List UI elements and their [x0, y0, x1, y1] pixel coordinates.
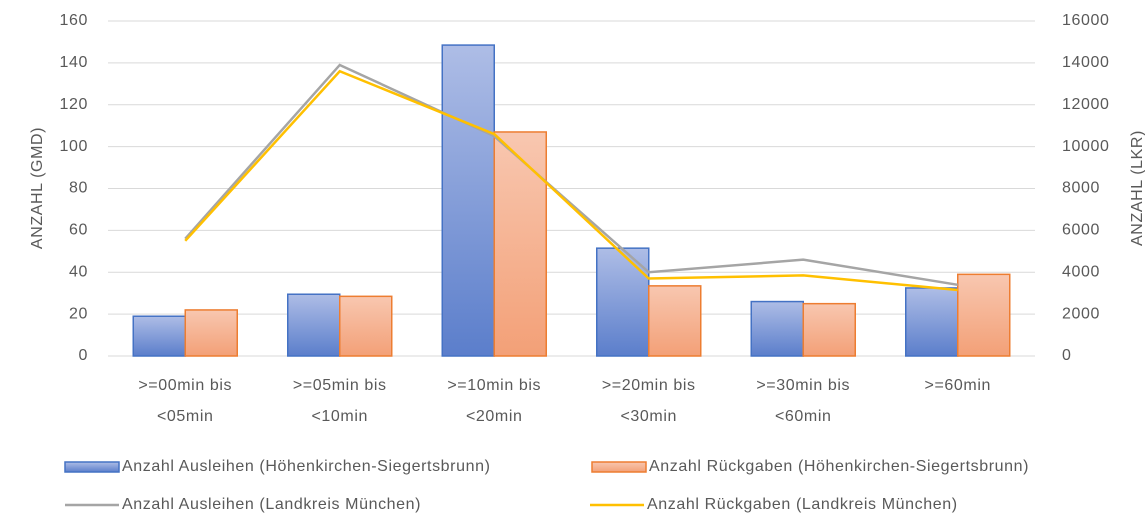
- y2-tick-label: 6000: [1062, 222, 1100, 239]
- legend-item: Anzahl Rückgaben (Landkreis München): [590, 496, 958, 513]
- y-axis-title: ANZAHL (GMD): [29, 127, 46, 249]
- x-tick-label: >=05min bis <10min: [293, 377, 387, 425]
- y-tick-label: 140: [60, 54, 89, 71]
- y-tick-label: 20: [69, 305, 88, 322]
- bar: [132, 315, 186, 357]
- y2-tick-label: 16000: [1062, 12, 1110, 29]
- bar: [287, 293, 341, 357]
- legend-swatch: [64, 461, 120, 473]
- x-tick-label: >=30min bis <60min: [756, 377, 850, 425]
- x-tick-label: >=00min bis <05min: [138, 377, 232, 425]
- line-series: [184, 69, 958, 292]
- y2-tick-label: 8000: [1062, 180, 1100, 197]
- legend-swatch: [591, 461, 647, 473]
- bar: [750, 300, 804, 357]
- y2-tick-label: 10000: [1062, 138, 1110, 155]
- y2-axis-title: ANZAHL (LKR): [1129, 130, 1145, 246]
- y-tick-label: 40: [69, 263, 88, 280]
- y-tick-label: 100: [60, 138, 89, 155]
- bar: [648, 285, 702, 357]
- y-tick-label: 120: [60, 96, 89, 113]
- y-tick-label: 0: [79, 347, 89, 364]
- bar: [905, 287, 959, 357]
- bar: [493, 131, 547, 357]
- y-tick-label: 80: [69, 180, 88, 197]
- legend-label: Anzahl Rückgaben (Höhenkirchen-Siegertsb…: [649, 458, 1029, 475]
- legend-label: Anzahl Ausleihen (Höhenkirchen-Siegertsb…: [122, 458, 491, 475]
- legend-item: Anzahl Ausleihen (Landkreis München): [65, 496, 421, 513]
- y2-tick-label: 0: [1062, 347, 1072, 364]
- y2-tick-label: 14000: [1062, 54, 1110, 71]
- bar: [441, 44, 495, 357]
- bar: [957, 273, 1011, 357]
- x-tick-label: >=60min: [925, 377, 991, 394]
- legend-label: Anzahl Ausleihen (Landkreis München): [122, 496, 421, 513]
- line-series: [184, 63, 958, 287]
- y-tick-label: 60: [69, 222, 88, 239]
- legend-item: Anzahl Rückgaben (Höhenkirchen-Siegertsb…: [591, 458, 1029, 475]
- y-tick-label: 160: [60, 12, 89, 29]
- legend-label: Anzahl Rückgaben (Landkreis München): [647, 496, 958, 513]
- bar: [184, 309, 238, 357]
- x-tick-label: >=10min bis <20min: [447, 377, 541, 425]
- legend-item: Anzahl Ausleihen (Höhenkirchen-Siegertsb…: [64, 458, 491, 475]
- y2-tick-label: 4000: [1062, 263, 1100, 280]
- y2-tick-label: 2000: [1062, 305, 1100, 322]
- x-tick-label: >=20min bis <30min: [602, 377, 696, 425]
- y2-tick-label: 12000: [1062, 96, 1110, 113]
- bar: [802, 302, 856, 357]
- bar: [339, 295, 393, 357]
